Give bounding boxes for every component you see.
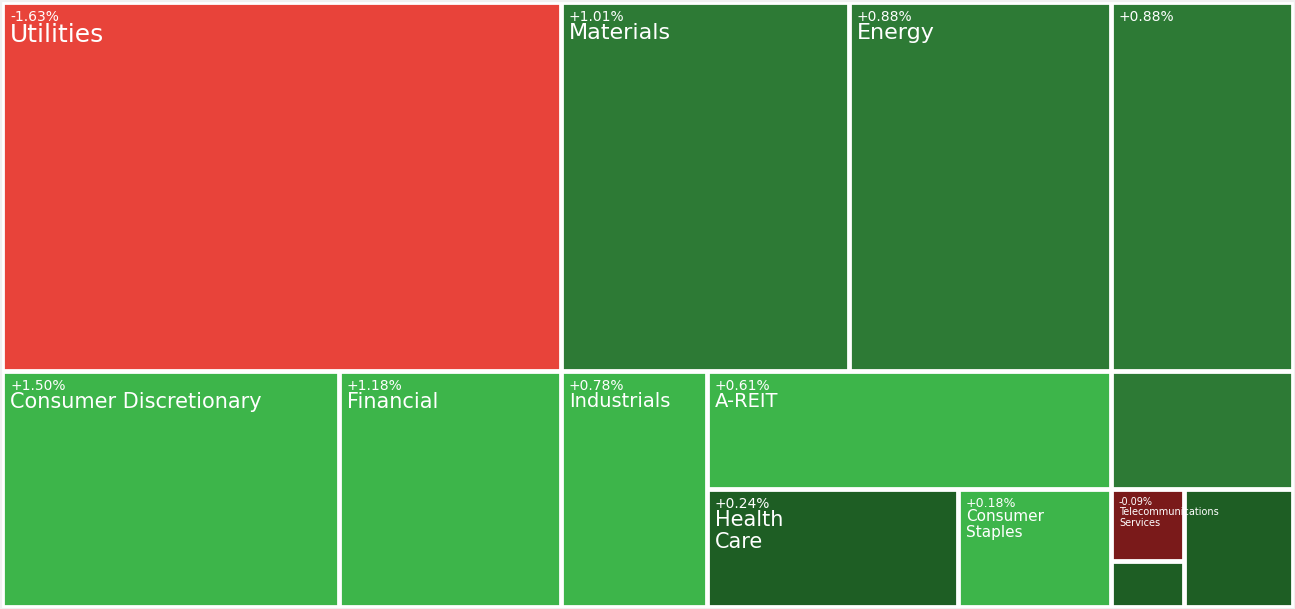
Text: +0.88%: +0.88% [1119,10,1175,24]
Bar [1112,490,1184,560]
Bar [960,490,1110,606]
Bar [1112,562,1184,606]
Text: Energy: Energy [857,23,935,43]
Bar [1112,3,1292,370]
Text: Health
Care: Health Care [715,510,783,552]
Text: +0.24%: +0.24% [715,497,771,511]
Bar [562,3,848,370]
Bar [708,372,1110,488]
Text: Materials: Materials [569,23,671,43]
Text: +0.78%: +0.78% [569,379,624,393]
Text: Consumer Discretionary: Consumer Discretionary [10,392,262,412]
Text: Consumer
Staples: Consumer Staples [966,509,1044,540]
Text: +0.18%: +0.18% [966,497,1017,510]
Text: -0.09%: -0.09% [1119,497,1153,507]
Text: +1.50%: +1.50% [10,379,66,393]
Text: A-REIT: A-REIT [715,392,778,411]
Text: Industrials: Industrials [569,392,671,411]
Text: +1.18%: +1.18% [347,379,403,393]
Bar [708,490,957,606]
Text: -1.63%: -1.63% [10,10,58,24]
Bar [562,372,706,606]
Text: Telecommunications
Services: Telecommunications Services [1119,507,1219,528]
Bar [3,3,559,370]
Bar [3,372,338,606]
Bar [850,3,1110,370]
Text: +0.61%: +0.61% [715,379,771,393]
Bar [341,372,559,606]
Bar [1185,490,1292,606]
Text: +0.88%: +0.88% [857,10,913,24]
Text: Financial: Financial [347,392,439,412]
Text: +1.01%: +1.01% [569,10,624,24]
Text: Utilities: Utilities [10,23,105,47]
Bar [1112,372,1292,488]
